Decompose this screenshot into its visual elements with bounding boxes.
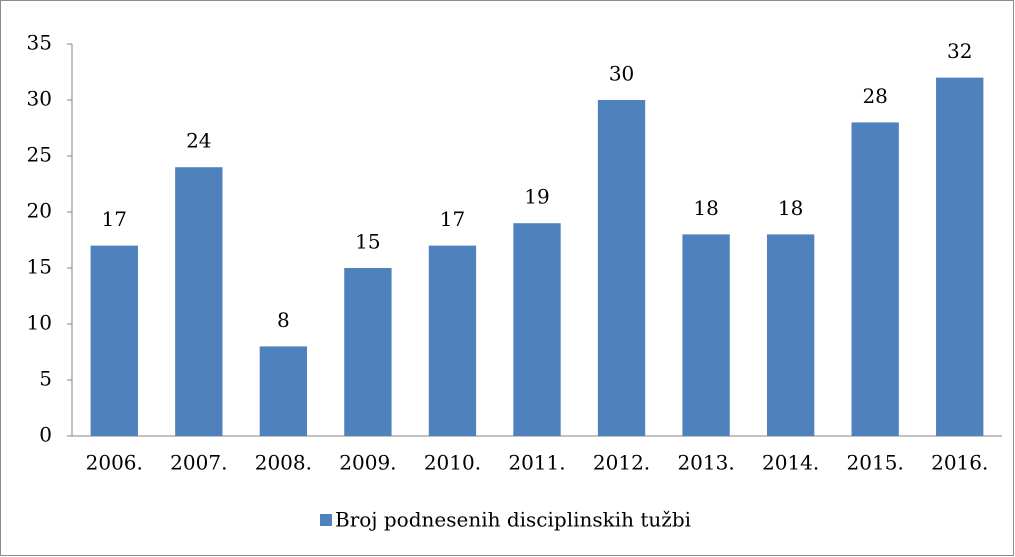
bar: [936, 77, 984, 436]
x-tick-label: 2015.: [847, 451, 904, 475]
bar: [766, 234, 815, 436]
bar: [513, 223, 561, 436]
data-label: 28: [862, 84, 887, 108]
bar: [597, 100, 646, 436]
x-tick-label: 2006.: [86, 451, 143, 475]
bar: [682, 234, 730, 436]
x-tick-label: 2008.: [255, 451, 312, 475]
data-label: 15: [355, 230, 380, 254]
bar: [175, 167, 223, 436]
x-tick-label: 2009.: [339, 451, 396, 475]
y-tick-label: 10: [27, 311, 52, 335]
legend-label: Broj podnesenih disciplinskih tužbi: [335, 508, 691, 532]
data-label: 17: [102, 207, 127, 231]
y-tick-label: 15: [27, 255, 52, 279]
y-tick-label: 20: [27, 199, 52, 223]
bar: [851, 122, 899, 437]
x-tick-label: 2012.: [593, 451, 650, 475]
x-tick-label: 2010.: [424, 451, 481, 475]
y-tick-label: 30: [27, 87, 52, 111]
x-tick-label: 2011.: [508, 451, 565, 475]
data-label: 8: [277, 308, 290, 332]
bar: [90, 245, 138, 436]
legend-swatch: [320, 514, 332, 526]
data-label: 17: [440, 207, 465, 231]
x-tick-label: 2016.: [931, 451, 988, 475]
bar: [259, 346, 308, 436]
y-tick-label: 0: [39, 423, 52, 447]
data-label: 18: [778, 196, 803, 220]
data-label: 18: [693, 196, 718, 220]
x-tick-label: 2007.: [170, 451, 227, 475]
x-tick-label: 2013.: [677, 451, 734, 475]
y-tick-label: 25: [27, 143, 52, 167]
data-label: 24: [186, 129, 211, 153]
data-label: 32: [947, 39, 972, 63]
bar: [428, 245, 477, 436]
x-tick-label: 2014.: [762, 451, 819, 475]
y-tick-label: 35: [27, 31, 52, 55]
data-label: 19: [524, 185, 549, 209]
data-label: 30: [609, 62, 634, 86]
bar: [344, 268, 392, 436]
y-tick-label: 5: [39, 367, 52, 391]
